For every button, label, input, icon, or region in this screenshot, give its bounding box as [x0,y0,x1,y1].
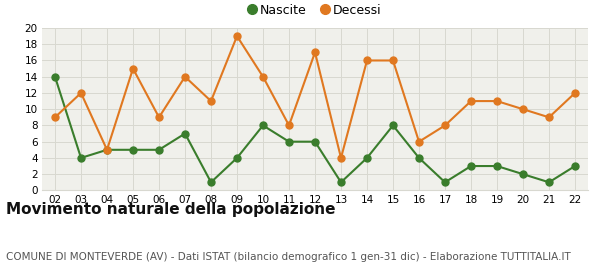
Decessi [233,34,241,38]
Nascite [52,75,59,78]
Text: Movimento naturale della popolazione: Movimento naturale della popolazione [6,202,335,217]
Nascite [571,164,578,168]
Decessi [286,124,293,127]
Decessi [467,99,475,103]
Decessi [571,91,578,95]
Nascite [77,156,85,160]
Decessi [181,75,188,78]
Nascite [208,181,215,184]
Decessi [155,116,163,119]
Nascite [442,181,449,184]
Nascite [233,156,241,160]
Decessi [545,116,553,119]
Text: COMUNE DI MONTEVERDE (AV) - Dati ISTAT (bilancio demografico 1 gen-31 dic) - Ela: COMUNE DI MONTEVERDE (AV) - Dati ISTAT (… [6,252,571,262]
Nascite [286,140,293,143]
Line: Decessi: Decessi [52,33,578,161]
Nascite [364,156,371,160]
Decessi [442,124,449,127]
Nascite [155,148,163,151]
Decessi [364,59,371,62]
Nascite [415,156,422,160]
Decessi [520,108,527,111]
Nascite [493,164,500,168]
Nascite [130,148,137,151]
Decessi [311,51,319,54]
Decessi [52,116,59,119]
Decessi [493,99,500,103]
Decessi [389,59,397,62]
Nascite [337,181,344,184]
Decessi [77,91,85,95]
Line: Nascite: Nascite [52,73,578,186]
Decessi [259,75,266,78]
Decessi [130,67,137,70]
Nascite [520,172,527,176]
Legend: Nascite, Decessi: Nascite, Decessi [244,0,386,22]
Decessi [415,140,422,143]
Decessi [208,99,215,103]
Nascite [181,132,188,135]
Nascite [467,164,475,168]
Decessi [337,156,344,160]
Nascite [103,148,110,151]
Decessi [103,148,110,151]
Nascite [259,124,266,127]
Nascite [545,181,553,184]
Nascite [311,140,319,143]
Nascite [389,124,397,127]
